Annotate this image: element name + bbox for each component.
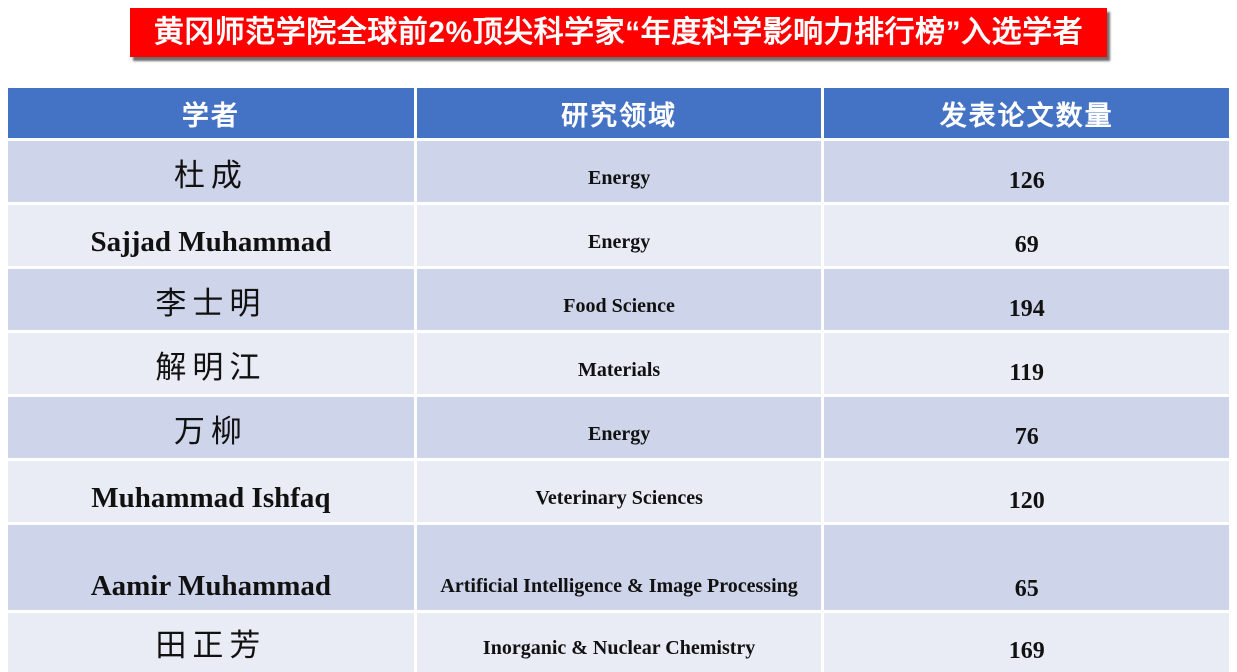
paper-count: 194	[824, 269, 1229, 330]
header-scholar: 学者	[8, 88, 414, 138]
research-field: Energy	[416, 141, 822, 202]
research-field: Materials	[416, 333, 822, 394]
table-header-row: 学者 研究领域 发表论文数量	[8, 88, 1229, 138]
scholar-name: Sajjad Muhammad	[8, 205, 414, 266]
paper-count: 120	[824, 461, 1229, 522]
paper-count: 169	[824, 613, 1229, 672]
paper-count: 76	[824, 397, 1229, 458]
table-row: 杜成 Energy 126	[8, 141, 1229, 202]
table-row: Sajjad Muhammad Energy 69	[8, 205, 1229, 266]
header-field: 研究领域	[416, 88, 822, 138]
paper-count: 119	[824, 333, 1229, 394]
scholar-name: Aamir Muhammad	[8, 525, 414, 610]
research-field: Inorganic & Nuclear Chemistry	[416, 613, 822, 672]
header-papers: 发表论文数量	[824, 88, 1229, 138]
title-banner-container: 黄冈师范学院全球前2%顶尖科学家“年度科学影响力排行榜”入选学者	[0, 0, 1237, 57]
scholar-name: 解明江	[8, 333, 414, 394]
table-row: Muhammad Ishfaq Veterinary Sciences 120	[8, 461, 1229, 522]
research-field: Food Science	[416, 269, 822, 330]
table-row: 解明江 Materials 119	[8, 333, 1229, 394]
research-field: Energy	[416, 397, 822, 458]
scholar-name: Muhammad Ishfaq	[8, 461, 414, 522]
page-title: 黄冈师范学院全球前2%顶尖科学家“年度科学影响力排行榜”入选学者	[129, 8, 1108, 57]
research-field: Artificial Intelligence & Image Processi…	[416, 525, 822, 610]
research-field: Energy	[416, 205, 822, 266]
table-row: 李士明 Food Science 194	[8, 269, 1229, 330]
scholar-name: 万柳	[8, 397, 414, 458]
table-row: 田正芳 Inorganic & Nuclear Chemistry 169	[8, 613, 1229, 672]
scholar-name: 田正芳	[8, 613, 414, 672]
paper-count: 69	[824, 205, 1229, 266]
paper-count: 65	[824, 525, 1229, 610]
research-field: Veterinary Sciences	[416, 461, 822, 522]
scholar-name: 李士明	[8, 269, 414, 330]
scholar-name: 杜成	[8, 141, 414, 202]
table-row: Aamir Muhammad Artificial Intelligence &…	[8, 525, 1229, 610]
paper-count: 126	[824, 141, 1229, 202]
scholars-table: 学者 研究领域 发表论文数量 杜成 Energy 126 Sajjad Muha…	[5, 85, 1232, 672]
table-row: 万柳 Energy 76	[8, 397, 1229, 458]
